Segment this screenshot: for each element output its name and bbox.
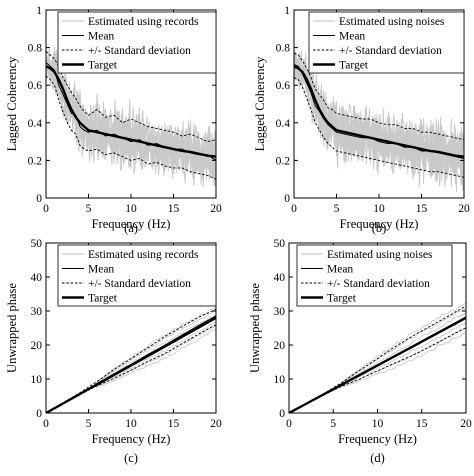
y-tick-label: 10 [274,374,286,386]
legend-label: Mean [88,264,114,276]
chart-panel-a: 0 5 10 15 20 0 0.2 0.4 0.6 0.8 1 Frequency (Hz) Lagg… [5,5,222,235]
x-tick-label: 20 [460,418,472,430]
data-layer [46,306,216,413]
legend-label: +/- Standard deviation [327,278,430,290]
target-line [294,65,464,158]
panel-label: (b) [372,221,387,235]
std-line [294,77,464,178]
legend-label: Estimated using records [88,16,199,28]
target-line [46,65,216,158]
x-tick-label: 15 [168,203,180,215]
x-tick-label: 10 [125,203,137,215]
legend-label: Estimated using noises [339,16,445,28]
y-tick-label: 1 [284,5,290,17]
y-tick-label: 0 [36,193,42,205]
x-tick-label: 0 [43,418,49,430]
y-axis-label: Unwrapped phase [5,283,19,373]
x-tick-label: 20 [210,418,222,430]
legend-label: Mean [88,31,114,43]
x-tick-label: 5 [330,418,336,430]
legend-box [308,11,465,74]
legend-label: Estimated using noises [327,249,433,261]
y-tick-label: 0.4 [276,118,291,130]
chart-panel-b: 0 5 10 15 20 0 0.2 0.4 0.6 0.8 1 Frequency (Hz) Lagg… [253,5,470,235]
y-tick-label: 0.4 [28,118,43,130]
x-axis-label: Frequency (Hz) [92,432,171,446]
legend-box [57,244,217,307]
x-axis-label: Frequency (Hz) [92,217,171,231]
legend-label: Target [88,293,118,305]
data-layer [46,46,216,188]
legend-label: Mean [339,31,365,43]
legend-label: Target [327,293,357,305]
x-tick-label: 5 [86,418,92,430]
y-tick-label: 20 [31,340,43,352]
y-tick-label: 1 [36,5,42,17]
panel-label: (c) [124,451,138,465]
x-tick-label: 15 [168,418,180,430]
x-tick-label: 20 [210,203,222,215]
target-line [289,316,466,413]
y-tick-label: 0 [279,408,285,420]
y-tick-label: 0.2 [28,155,43,167]
y-tick-label: 40 [31,272,43,284]
legend-label: +/- Standard deviation [339,45,442,57]
y-tick-label: 0 [284,193,290,205]
target-line [46,316,216,413]
legend-box [296,244,453,307]
y-tick-label: 50 [31,238,43,250]
sample-trace [294,50,464,182]
y-tick-label: 30 [31,306,43,318]
y-tick-label: 10 [31,374,43,386]
legend-label: +/- Standard deviation [88,278,191,290]
std-line [289,305,466,413]
x-tick-label: 0 [43,203,49,215]
std-line [46,308,216,413]
x-tick-label: 10 [373,203,385,215]
legend-box [57,11,217,74]
x-tick-label: 0 [286,418,292,430]
legend: Estimated using records Mean +/- Standard … [57,11,217,74]
y-axis-label: Lagged Coherency [5,56,19,152]
x-tick-label: 0 [291,203,297,215]
legend-label: Target [339,60,369,72]
y-tick-label: 0.2 [276,155,291,167]
std-line [46,51,216,143]
legend-label: +/- Standard deviation [88,45,191,57]
x-tick-label: 5 [86,203,92,215]
y-axis-label: Unwrapped phase [248,283,262,373]
x-tick-label: 5 [334,203,340,215]
x-axis-label: Frequency (Hz) [340,217,419,231]
y-tick-label: 20 [274,340,286,352]
y-tick-label: 0.8 [28,43,43,55]
y-tick-label: 50 [274,238,286,250]
data-layer [289,302,466,413]
legend: Estimated using records Mean +/- Standard … [57,244,217,307]
y-tick-label: 0.6 [276,80,291,92]
legend: Estimated using noises Mean +/- Standard d… [296,244,453,307]
legend: Estimated using noises Mean +/- Standard d… [308,11,465,74]
x-tick-label: 10 [125,418,137,430]
y-tick-label: 30 [274,306,286,318]
y-tick-label: 0 [36,408,42,420]
chart-panel-d: 0 5 10 15 20 0 10 20 30 40 50 Frequency (Hz) Unwrapp… [248,238,472,465]
chart-panel-c: 0 5 10 15 20 0 10 20 30 40 50 Frequency (Hz) Unwrapp… [5,238,222,465]
legend-label: Target [88,60,118,72]
x-tick-label: 20 [458,203,470,215]
data-layer [294,49,464,193]
panel-label: (d) [370,451,385,465]
y-axis-label: Lagged Coherency [253,56,267,152]
std-line [46,75,216,180]
x-tick-label: 15 [416,418,428,430]
legend-label: Mean [327,264,353,276]
x-tick-label: 10 [372,418,384,430]
y-tick-label: 0.6 [28,80,43,92]
legend-label: Estimated using records [88,249,199,261]
panel-label: (a) [124,221,138,235]
x-axis-label: Frequency (Hz) [338,432,417,446]
x-tick-label: 15 [416,203,428,215]
y-tick-label: 40 [274,272,286,284]
y-tick-label: 0.8 [276,43,291,55]
